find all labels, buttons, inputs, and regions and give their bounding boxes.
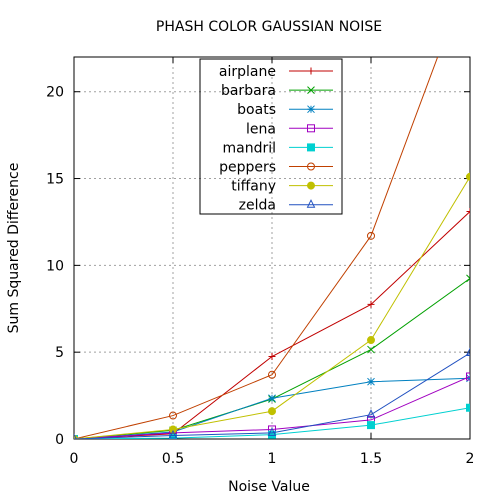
chart-title: PHASH COLOR GAUSSIAN NOISE bbox=[156, 19, 382, 35]
series-tiffany bbox=[74, 172, 470, 439]
legend-item: zelda bbox=[239, 198, 333, 214]
y-tick-label: 10 bbox=[46, 258, 64, 274]
data-point bbox=[307, 105, 315, 114]
legend-label: boats bbox=[237, 102, 276, 118]
legend-item: mandril bbox=[222, 140, 333, 156]
data-point bbox=[466, 403, 470, 412]
data-point bbox=[168, 429, 178, 439]
data-point bbox=[466, 372, 470, 381]
y-tick-label: 5 bbox=[55, 345, 64, 361]
data-point bbox=[268, 394, 276, 403]
data-point bbox=[307, 86, 315, 94]
legend-box bbox=[199, 58, 343, 215]
legend: airplane barbara boats lena mandril peppers ti… bbox=[199, 58, 343, 215]
data-point bbox=[465, 347, 470, 357]
data-point bbox=[466, 374, 470, 383]
data-point bbox=[367, 377, 375, 386]
data-point bbox=[268, 407, 276, 416]
legend-item: peppers bbox=[219, 160, 333, 176]
data-point bbox=[307, 67, 315, 75]
data-point bbox=[367, 421, 375, 430]
legend-label: lena bbox=[246, 121, 276, 137]
y-tick-label: 15 bbox=[46, 172, 64, 188]
data-point bbox=[367, 345, 375, 354]
legend-label: peppers bbox=[219, 160, 276, 176]
series-line bbox=[74, 352, 470, 439]
data-point bbox=[74, 433, 77, 439]
grid-layer bbox=[74, 57, 470, 439]
legend-label: airplane bbox=[219, 64, 276, 80]
y-tick-label: 20 bbox=[46, 85, 64, 101]
data-point bbox=[367, 300, 375, 308]
data-point bbox=[307, 162, 315, 171]
legend-item: airplane bbox=[219, 64, 333, 80]
plot-frame bbox=[73, 56, 471, 440]
data-point bbox=[169, 411, 177, 420]
data-point bbox=[366, 409, 376, 418]
data-point bbox=[307, 124, 315, 133]
x-tick-label: 1 bbox=[268, 451, 277, 467]
legend-label: tiffany bbox=[231, 179, 276, 195]
data-point bbox=[306, 199, 316, 208]
data-point bbox=[367, 231, 375, 240]
legend-item: boats bbox=[237, 102, 333, 118]
legend-label: mandril bbox=[222, 140, 276, 156]
data-point bbox=[267, 427, 277, 436]
legend-label: barbara bbox=[221, 83, 276, 99]
series-line bbox=[74, 57, 439, 439]
x-tick-label: 0 bbox=[70, 451, 79, 467]
data-point bbox=[268, 370, 276, 379]
data-point bbox=[268, 353, 276, 361]
series-line bbox=[74, 211, 470, 439]
legend-item: barbara bbox=[221, 83, 333, 99]
y-tick-label: 0 bbox=[55, 432, 64, 448]
x-tick-label: 0.5 bbox=[162, 451, 184, 467]
data-point bbox=[466, 274, 470, 283]
data-point bbox=[367, 336, 375, 345]
data-point bbox=[466, 208, 470, 216]
data-point bbox=[466, 172, 470, 181]
x-axis-label: Noise Value bbox=[228, 479, 310, 495]
y-axis-label: Sum Squared Difference bbox=[6, 163, 22, 334]
data-point bbox=[307, 181, 315, 190]
x-tick-label: 2 bbox=[466, 451, 475, 467]
series-zelda bbox=[74, 347, 470, 439]
legend-item: tiffany bbox=[231, 179, 333, 195]
data-point bbox=[307, 143, 315, 152]
legend-label: zelda bbox=[239, 198, 276, 214]
legend-item: lena bbox=[246, 121, 333, 137]
x-tick-label: 1.5 bbox=[360, 451, 382, 467]
series-peppers bbox=[74, 57, 439, 439]
series-layer bbox=[74, 57, 470, 439]
data-point bbox=[169, 425, 177, 434]
